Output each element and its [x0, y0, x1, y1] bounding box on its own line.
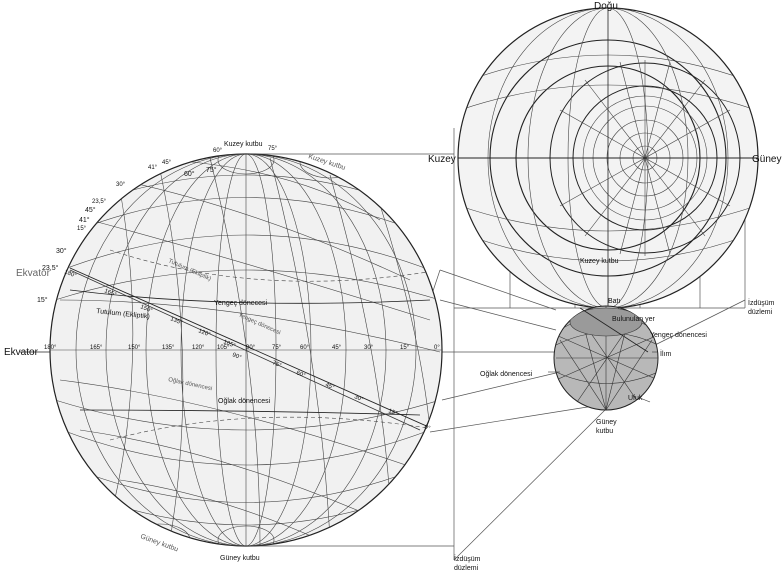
guney-kutbu-tilted-label: Güney kutbu: [139, 533, 179, 553]
izdusum-right-label: İzdüşüm düzlemi: [748, 298, 775, 316]
oglak-label: Oğlak dönencesi: [218, 398, 271, 405]
svg-text:30°: 30°: [116, 182, 126, 188]
svg-text:30°: 30°: [56, 247, 67, 255]
svg-text:165°: 165°: [103, 288, 117, 298]
globe-leaders: [548, 351, 658, 403]
left-celestial-sphere: [20, 153, 443, 547]
svg-text:41°: 41°: [148, 165, 158, 171]
svg-text:23,5°: 23,5°: [92, 199, 107, 205]
svg-text:30°: 30°: [364, 345, 374, 351]
svg-text:15°: 15°: [387, 408, 398, 417]
kuzey-kutbu-top-label: Kuzey kutbu: [224, 141, 263, 148]
svg-text:135°: 135°: [169, 316, 183, 326]
svg-text:105°: 105°: [222, 339, 236, 349]
svg-text:41°: 41°: [79, 216, 90, 224]
ufuk-label: Ufuk: [628, 395, 643, 402]
bulunulan-yer-label: Bulunulan yer: [612, 316, 655, 323]
svg-text:45°: 45°: [162, 160, 172, 166]
oglak-globe-label: Oğlak dönencesi: [480, 371, 533, 378]
dogu-label: Doğu: [594, 1, 618, 12]
small-globe: [553, 305, 659, 411]
svg-text:75°: 75°: [206, 166, 217, 174]
svg-text:90°: 90°: [231, 352, 242, 361]
kuzey-label: Kuzey: [428, 154, 456, 165]
svg-text:75°: 75°: [271, 360, 282, 369]
svg-text:150°: 150°: [128, 345, 141, 351]
bati-label: Batı: [608, 298, 621, 305]
svg-text:120°: 120°: [192, 345, 205, 351]
guney-kutbu-globe-label: Güney kutbu: [596, 419, 617, 435]
svg-text:15°: 15°: [400, 345, 410, 351]
svg-text:150°: 150°: [139, 304, 153, 314]
yengec-globe-label: Yengeç dönencesi: [650, 332, 707, 339]
svg-text:90°: 90°: [246, 345, 256, 351]
svg-text:15°: 15°: [37, 296, 48, 304]
yengec-label: Yengeç dönecesi: [214, 300, 268, 307]
svg-text:30°: 30°: [353, 394, 364, 403]
svg-text:60°: 60°: [184, 170, 195, 178]
svg-text:60°: 60°: [295, 370, 306, 379]
svg-text:45°: 45°: [85, 206, 96, 214]
svg-text:15°: 15°: [77, 226, 87, 232]
svg-text:45°: 45°: [324, 382, 335, 391]
svg-text:23,5°: 23,5°: [42, 264, 59, 272]
svg-text:165°: 165°: [90, 345, 103, 351]
guney-label: Güney: [752, 154, 781, 165]
svg-text:135°: 135°: [162, 345, 175, 351]
svg-text:75°: 75°: [268, 146, 278, 152]
svg-text:75°: 75°: [272, 345, 282, 351]
ekvator-tilted-label: Ekvator: [16, 268, 51, 279]
svg-text:120°: 120°: [197, 328, 211, 338]
izdusum-bottom-label: İzdüşüm düzlemi: [454, 554, 481, 572]
svg-text:0°: 0°: [434, 345, 440, 351]
svg-text:180°: 180°: [63, 269, 77, 279]
svg-text:0°: 0°: [423, 424, 431, 432]
tilted-angle-row: 180° 165° 150° 135° 120° 105° 90° 75° 60…: [63, 269, 431, 432]
svg-text:180°: 180°: [44, 345, 57, 351]
svg-text:105°: 105°: [217, 345, 230, 351]
ekvator-angle-row: 180° 165° 150° 135° 120° 105° 90° 75° 60…: [44, 345, 440, 351]
ilim-label: İlım: [660, 349, 671, 358]
top-arc-angles: 60° 75° 75° 60° 45° 41° 30° 23,5° 45° 41…: [37, 146, 278, 304]
kuzey-kutbu-right-label: Kuzey kutbu: [580, 258, 619, 265]
right-top-projection: [457, 7, 759, 309]
svg-text:60°: 60°: [300, 345, 310, 351]
svg-text:60°: 60°: [213, 148, 223, 154]
ekvator-label: Ekvator: [4, 347, 39, 358]
svg-text:45°: 45°: [332, 345, 342, 351]
guney-kutbu-bottom-label: Güney kutbu: [220, 555, 260, 562]
